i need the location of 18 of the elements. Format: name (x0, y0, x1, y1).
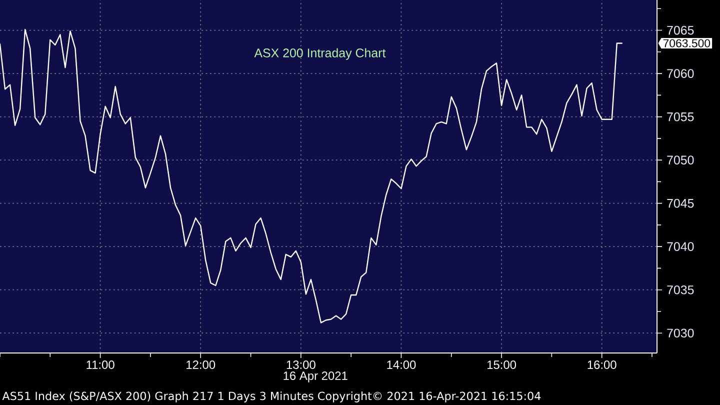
y-tick-label: 7030 (667, 328, 694, 338)
x-tick-label: 13:00 (286, 360, 316, 369)
y-tick-label: 7035 (667, 285, 694, 294)
x-tick-label: 11:00 (86, 360, 114, 369)
x-tick-label: 14:00 (387, 360, 416, 369)
x-tick-label: 12:00 (186, 360, 216, 369)
y-tick-label: 7040 (667, 242, 694, 251)
text: 7063.500 (663, 39, 710, 48)
y-tick-label: 7045 (667, 198, 694, 208)
text: AS51 Index (S&P/ASX 200) Graph 217 1 Days 3 Minutes Copyright© 2021 16-Apr-2021 16:15:04 (2, 392, 541, 402)
y-tick-label: 7060 (667, 69, 694, 78)
x-tick-label: 16:00 (588, 360, 616, 369)
text: ASX 200 Intraday Chart (254, 48, 386, 60)
y-tick-label: 7055 (667, 112, 694, 122)
x-axis-title: 16 Apr 2021 (284, 372, 348, 382)
x-tick-label: 15:00 (487, 360, 516, 369)
y-tick-label: 7050 (667, 156, 694, 164)
y-tick-label: 7065 (667, 26, 694, 35)
